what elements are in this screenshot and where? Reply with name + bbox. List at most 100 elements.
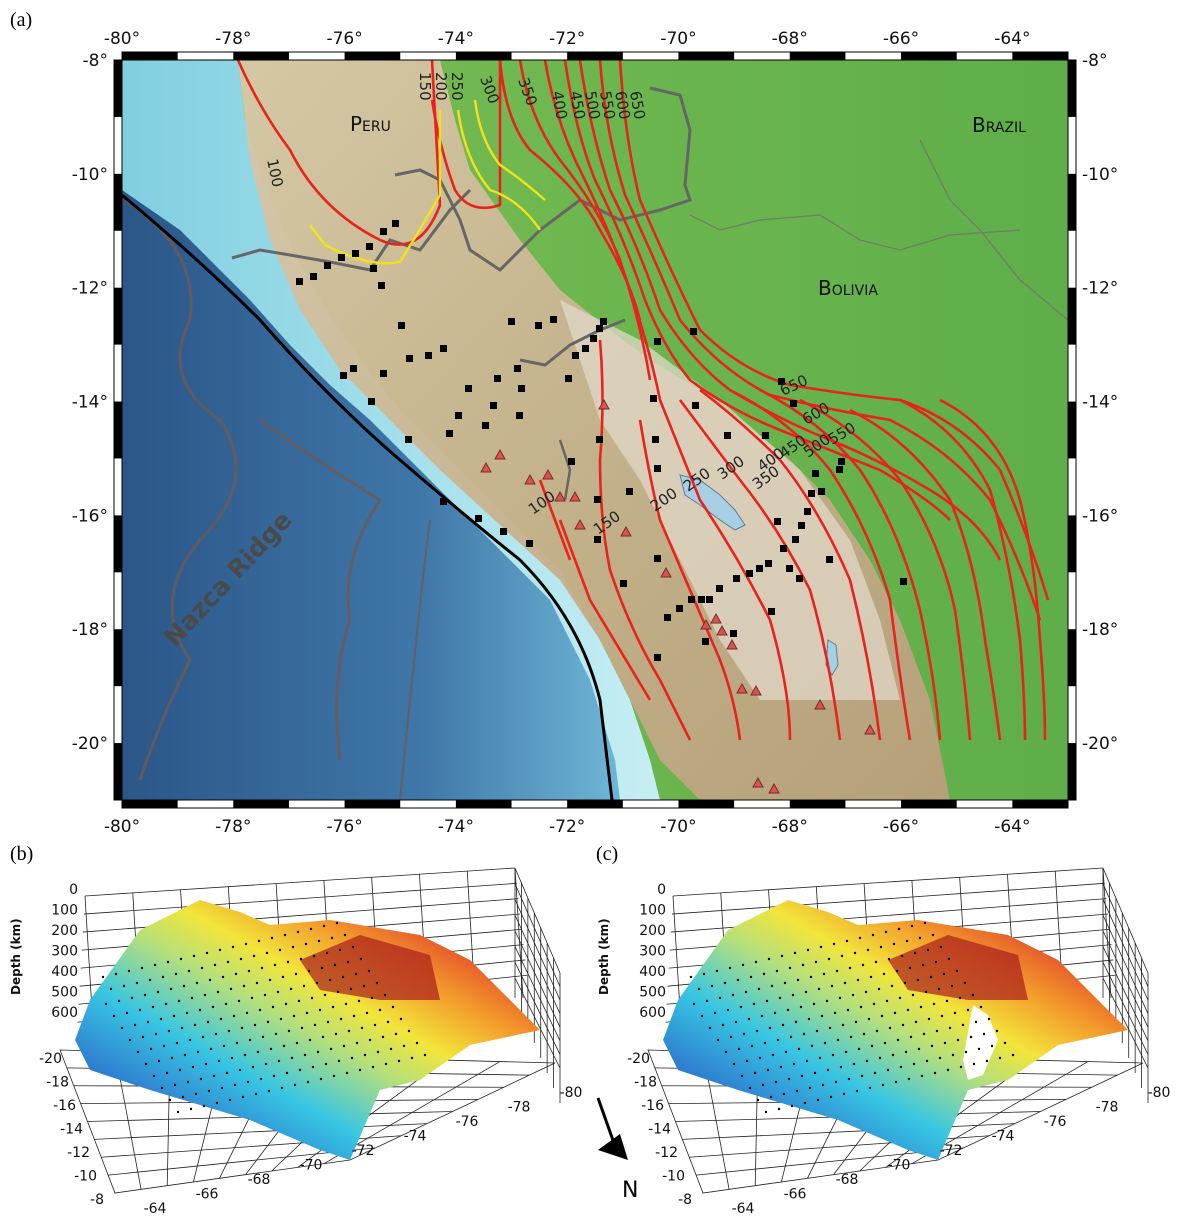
altiplano [560, 300, 900, 700]
contour-250-south [638, 419, 742, 741]
lon-tick: -76 [456, 1114, 479, 1130]
ridge-outline-right [259, 418, 383, 761]
station [440, 498, 447, 505]
volcano [620, 525, 632, 537]
lat-tick-left: -16° [72, 506, 108, 526]
axis-bar [678, 800, 735, 808]
contour-label-450: 450 [566, 90, 589, 121]
contour-100-south [538, 479, 572, 561]
volcano [726, 638, 738, 650]
panel-label-b: (b) [10, 843, 33, 865]
volcano [736, 682, 748, 694]
north-label: N [622, 1178, 638, 1203]
axis-bar [901, 52, 957, 60]
axis-bar [114, 287, 122, 345]
station [652, 436, 659, 443]
slab-flat-region [300, 935, 440, 1000]
lat-tick: -12 [655, 1145, 678, 1161]
lat-tick: -20 [627, 1051, 650, 1067]
north-arrow: N [596, 1097, 638, 1203]
volcanoes [480, 398, 876, 794]
lat-tick-right: -8° [1082, 51, 1107, 71]
river-3 [558, 439, 572, 501]
depth-tick: 600 [51, 1005, 78, 1021]
lat-tick: -20 [39, 1051, 62, 1067]
panel-label-c: (c) [596, 843, 618, 865]
station [654, 338, 661, 345]
station [650, 395, 657, 402]
lat-tick: -16 [53, 1098, 76, 1114]
map-axis-labels: -80° -78° -76° -74° -72° -70° -68° -66° -64° -80°… [72, 29, 1119, 837]
station [818, 488, 825, 495]
volcano [524, 473, 536, 485]
axis-bar [114, 401, 122, 459]
lon-tick-bottom: -68° [772, 817, 808, 837]
label-peru: Peru [350, 112, 391, 136]
lon-tick-top: -78° [215, 29, 251, 49]
alt-contours [309, 99, 546, 265]
volcano [750, 684, 762, 696]
volcano [660, 566, 672, 578]
plot-axes: Depth (km) 0 100 200 300 400 500 600 -20 -18 -16 -1… [9, 882, 582, 1217]
slab-flat-region [888, 935, 1028, 1000]
lat-tick-right: -10° [1082, 165, 1118, 185]
volcano [554, 490, 566, 502]
contour-label-150: 150 [416, 72, 434, 101]
contour-500 [578, 60, 1002, 561]
station [706, 596, 713, 603]
station [724, 432, 731, 439]
station [688, 596, 695, 603]
contour-600 [618, 60, 1050, 601]
depth-tick: 300 [51, 944, 78, 960]
station [378, 282, 385, 289]
axis-bar [344, 52, 401, 60]
lat-tick: -8 [678, 1192, 692, 1208]
axis-bar [344, 800, 401, 808]
station [626, 488, 633, 495]
north-arrow-head [598, 1134, 628, 1160]
lon-tick: -68 [836, 1172, 859, 1188]
lat-tick-left: -10° [72, 165, 108, 185]
station [838, 458, 845, 465]
axis-bar [1012, 52, 1068, 60]
lat-tick: -14 [648, 1122, 671, 1138]
station [690, 328, 697, 335]
axis-bar [114, 173, 122, 231]
station [765, 560, 772, 567]
contour-700-south [939, 398, 1047, 741]
axis-bar [1068, 743, 1076, 800]
station [392, 220, 399, 227]
station [676, 605, 683, 612]
lat-tick: -18 [46, 1075, 69, 1091]
lon-tick: -78 [1096, 1100, 1119, 1116]
lon-tick-top: -68° [772, 29, 808, 49]
lat-tick-right: -20° [1082, 734, 1118, 754]
slab-hole [963, 1005, 998, 1080]
axis-bar [1068, 515, 1076, 573]
station [620, 580, 627, 587]
station [780, 545, 787, 552]
lat-tick-left: -14° [72, 393, 108, 413]
station [518, 385, 525, 392]
lon-tick-bottom: -72° [549, 817, 585, 837]
axis-bar [1012, 800, 1068, 808]
station [296, 278, 303, 285]
station [702, 638, 709, 645]
station [500, 528, 507, 535]
contour-650-south [899, 398, 1027, 741]
station [900, 578, 907, 585]
lat-tick-right: -12° [1082, 279, 1118, 299]
lat-tick: -16 [641, 1098, 664, 1114]
axis-bar [901, 800, 957, 808]
border-line-1 [399, 519, 431, 800]
lon-tick: -76 [1044, 1114, 1067, 1130]
station [654, 654, 661, 661]
station [482, 422, 489, 429]
station [380, 370, 387, 377]
depth-tick: 400 [51, 964, 78, 980]
station [310, 273, 317, 280]
lon-tick: -74 [404, 1129, 427, 1145]
volcano [574, 518, 586, 530]
lon-tick-top: -70° [660, 29, 696, 49]
